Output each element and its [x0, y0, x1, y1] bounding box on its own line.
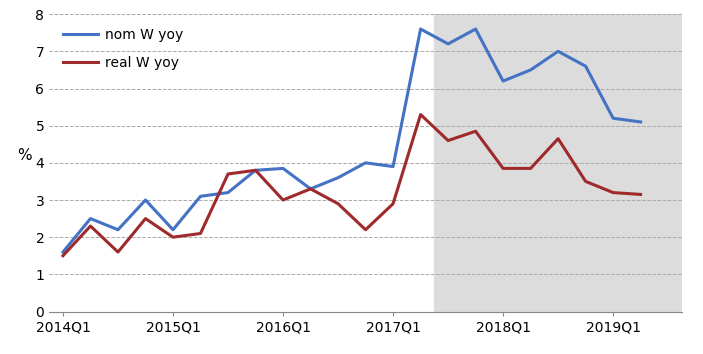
nom W yoy: [59, 250, 67, 254]
real W yoy: [472, 129, 480, 133]
nom W yoy: [499, 79, 508, 83]
real W yoy: [141, 217, 150, 221]
real W yoy: [114, 250, 122, 254]
real W yoy: [224, 172, 232, 176]
nom W yoy: [169, 228, 177, 232]
real W yoy: [444, 138, 452, 143]
real W yoy: [279, 198, 288, 202]
nom W yoy: [554, 49, 562, 53]
nom W yoy: [86, 217, 95, 221]
real W yoy: [361, 228, 370, 232]
nom W yoy: [389, 165, 397, 169]
real W yoy: [416, 113, 425, 117]
Bar: [434, 14, 682, 312]
nom W yoy: [279, 166, 288, 171]
real W yoy: [499, 166, 508, 171]
real W yoy: [554, 137, 562, 141]
nom W yoy: [196, 194, 205, 198]
nom W yoy: [224, 190, 232, 195]
nom W yoy: [472, 27, 480, 31]
nom W yoy: [114, 228, 122, 232]
nom W yoy: [251, 168, 259, 172]
nom W yoy: [636, 120, 645, 124]
real W yoy: [527, 166, 535, 171]
nom W yoy: [416, 27, 425, 31]
nom W yoy: [334, 176, 342, 180]
real W yoy: [251, 168, 259, 172]
real W yoy: [334, 202, 342, 206]
real W yoy: [581, 179, 590, 184]
real W yoy: [169, 235, 177, 239]
nom W yoy: [527, 68, 535, 72]
nom W yoy: [444, 42, 452, 46]
real W yoy: [86, 224, 95, 228]
nom W yoy: [141, 198, 150, 202]
Line: nom W yoy: nom W yoy: [63, 29, 640, 252]
Line: real W yoy: real W yoy: [63, 115, 640, 256]
nom W yoy: [361, 161, 370, 165]
real W yoy: [196, 232, 205, 236]
real W yoy: [59, 253, 67, 258]
real W yoy: [636, 192, 645, 196]
real W yoy: [307, 187, 315, 191]
nom W yoy: [581, 64, 590, 68]
nom W yoy: [609, 116, 617, 120]
Legend: nom W yoy, real W yoy: nom W yoy, real W yoy: [56, 21, 190, 77]
nom W yoy: [307, 187, 315, 191]
real W yoy: [609, 190, 617, 195]
real W yoy: [389, 202, 397, 206]
Y-axis label: %: %: [17, 148, 32, 163]
